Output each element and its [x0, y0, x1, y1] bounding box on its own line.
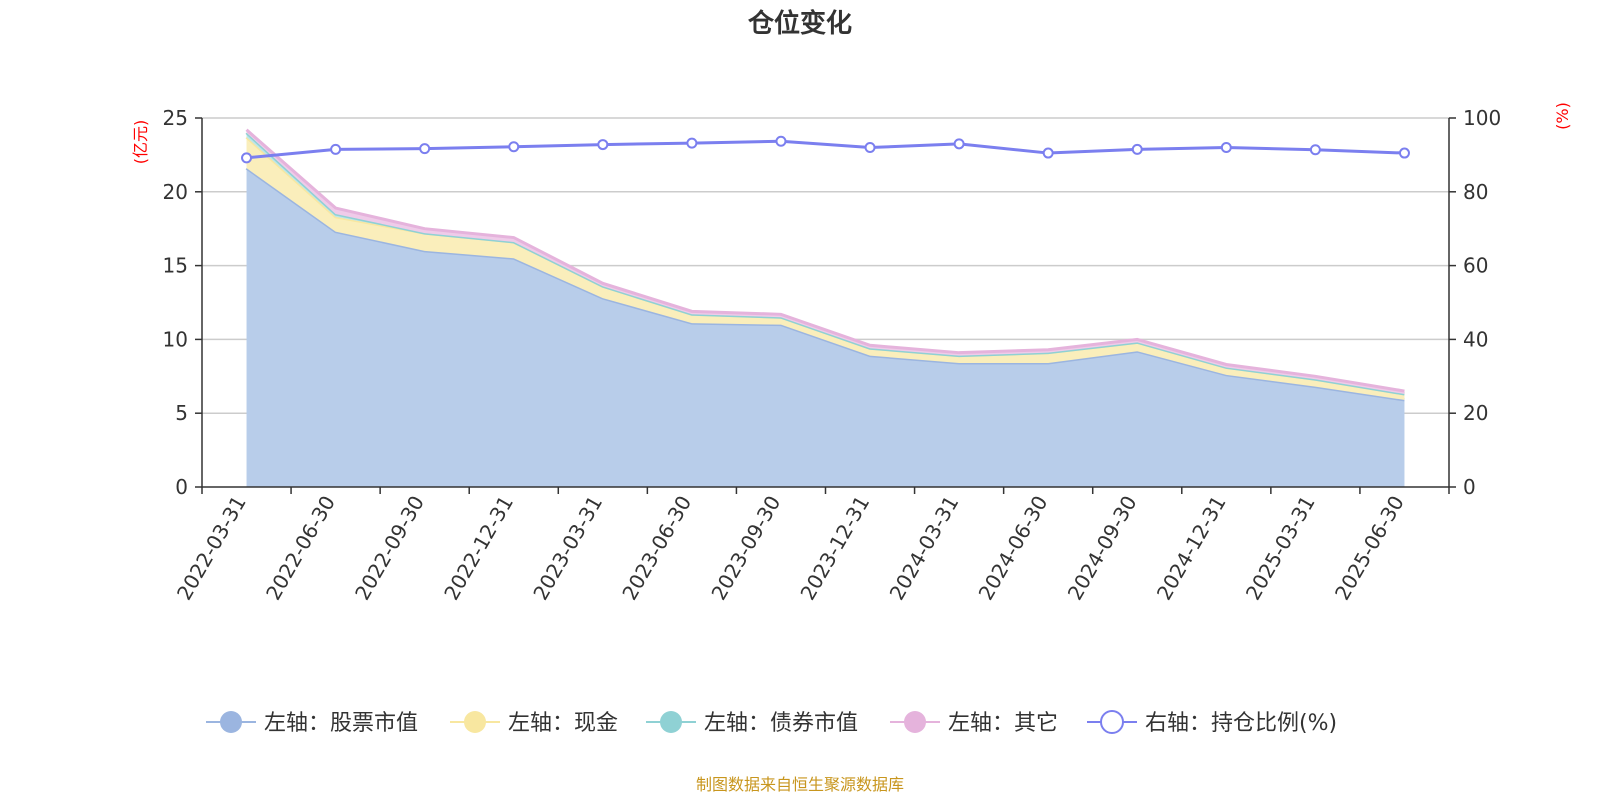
x-tick-label: 2025-06-30	[1330, 492, 1409, 605]
right-tick-label: 40	[1463, 327, 1488, 351]
legend-item[interactable]: 左轴：股票市值	[206, 711, 418, 736]
left-tick-label: 25	[163, 106, 188, 130]
x-tick-label: 2023-03-31	[528, 492, 607, 605]
left-tick-label: 20	[163, 180, 188, 204]
left-tick-label: 10	[163, 327, 188, 351]
right-tick-label: 80	[1463, 180, 1488, 204]
area-fill	[246, 168, 1405, 487]
ratio-point	[775, 135, 787, 147]
ratio-point	[508, 141, 520, 153]
ratio-point	[1220, 142, 1232, 154]
legend: 左轴：股票市值 左轴：现金 左轴：债券市值 左轴：其它 右轴：持仓比例(%)	[206, 710, 1337, 736]
x-tick-label: 2024-06-30	[974, 492, 1053, 605]
x-tick-label: 2024-12-31	[1152, 492, 1231, 605]
ratio-point	[1131, 143, 1143, 155]
legend-label: 左轴：股票市值	[264, 711, 418, 736]
ratio-point	[953, 138, 965, 150]
legend-label: 左轴：债券市值	[704, 711, 858, 736]
ratio-point	[686, 137, 698, 149]
ratio-point	[330, 143, 342, 155]
left-tick-label: 15	[163, 254, 188, 278]
x-tick-label: 2022-12-31	[439, 492, 518, 605]
x-tick-label: 2023-12-31	[795, 492, 874, 605]
ratio-point	[1309, 144, 1321, 156]
legend-marker	[904, 711, 926, 733]
legend-item[interactable]: 右轴：持仓比例(%)	[1087, 710, 1337, 736]
x-tick-label: 2024-09-30	[1063, 492, 1142, 605]
legend-label: 右轴：持仓比例(%)	[1145, 711, 1337, 736]
legend-marker	[464, 711, 486, 733]
x-tick-label: 2022-03-31	[172, 492, 251, 605]
ratio-line	[241, 135, 1410, 164]
legend-label: 左轴：现金	[508, 711, 618, 736]
left-tick-label: 0	[175, 475, 188, 499]
legend-marker	[1100, 710, 1124, 734]
legend-label: 左轴：其它	[948, 711, 1058, 736]
right-tick-label: 60	[1463, 254, 1488, 278]
chart-title: 仓位变化	[747, 8, 852, 39]
ratio-point	[1042, 147, 1054, 159]
legend-marker	[660, 711, 682, 733]
right-tick-label: 20	[1463, 401, 1488, 425]
legend-item[interactable]: 左轴：现金	[450, 711, 618, 736]
ratio-point	[597, 139, 609, 151]
right-tick-label: 0	[1463, 475, 1476, 499]
x-tick-label: 2023-09-30	[706, 492, 785, 605]
x-tick-label: 2024-03-31	[885, 492, 964, 605]
area-layers	[245, 128, 1405, 487]
ratio-point	[864, 142, 876, 154]
legend-item[interactable]: 左轴：其它	[890, 711, 1058, 736]
x-tick-label: 2025-03-31	[1241, 492, 1320, 605]
left-axis-unit: (亿元)	[131, 120, 150, 165]
ratio-point	[241, 152, 253, 164]
area-top-line	[245, 128, 1405, 393]
x-tick-label: 2022-06-30	[261, 492, 340, 605]
x-tick-label: 2022-09-30	[350, 492, 429, 605]
data-source-note: 制图数据来自恒生聚源数据库	[696, 775, 904, 794]
x-tick-label: 2023-06-30	[617, 492, 696, 605]
right-axis-unit: (%)	[1553, 102, 1572, 130]
ratio-line-path	[246, 139, 1405, 160]
right-tick-label: 100	[1463, 106, 1501, 130]
ratio-point	[419, 143, 431, 155]
legend-marker	[220, 711, 242, 733]
left-tick-label: 5	[175, 401, 188, 425]
ratio-point	[1398, 147, 1410, 159]
legend-item[interactable]: 左轴：债券市值	[646, 711, 858, 736]
